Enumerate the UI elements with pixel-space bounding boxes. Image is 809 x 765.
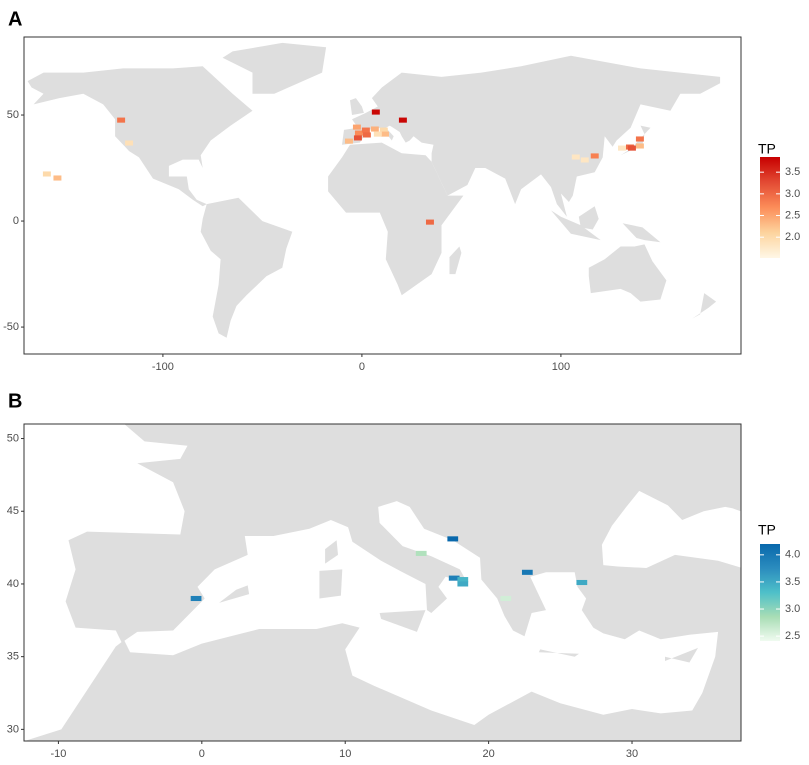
tile (42, 171, 51, 177)
island (219, 585, 250, 603)
land (342, 55, 721, 217)
land (551, 210, 601, 241)
tile (627, 145, 636, 151)
x-tick-label: 30 (626, 748, 638, 760)
x-tick-label: 0 (199, 748, 205, 760)
tile (353, 135, 362, 141)
tile (448, 575, 460, 581)
tile (618, 145, 626, 151)
tile (580, 157, 589, 163)
island (665, 647, 698, 663)
land (328, 142, 464, 296)
sea (24, 424, 188, 741)
y-tick-label: 50 (7, 109, 19, 121)
x-tick-label: 10 (339, 748, 351, 760)
tile (344, 138, 353, 144)
tile (362, 132, 371, 138)
y-tick-label: 50 (7, 432, 19, 444)
tile (447, 536, 459, 542)
x-tick-label: -10 (50, 748, 66, 760)
land (620, 125, 651, 156)
tile (370, 126, 379, 132)
tile (53, 175, 62, 181)
tile (571, 154, 580, 160)
colorbar (760, 157, 780, 258)
tile (379, 127, 388, 133)
land (578, 206, 599, 230)
land (588, 244, 667, 302)
land (27, 66, 253, 207)
legend-title: TP (758, 141, 776, 157)
colorbar-label: 3.0 (785, 188, 800, 200)
island (379, 610, 426, 632)
y-tick-label: 0 (13, 215, 19, 227)
map-panel (24, 37, 741, 354)
sea (601, 490, 741, 568)
land (350, 98, 364, 115)
island (538, 649, 579, 657)
colorbar-label: 3.5 (785, 166, 800, 178)
tile (635, 143, 644, 149)
tile (117, 117, 126, 123)
tile (590, 153, 599, 159)
colorbar-label: 2.0 (785, 231, 800, 243)
tile (371, 109, 380, 115)
panel-label: B (8, 390, 22, 412)
map-panel (24, 424, 741, 741)
tile (125, 140, 134, 146)
panel-border (23, 36, 742, 355)
island (325, 540, 338, 564)
tile (635, 136, 644, 142)
island (319, 569, 343, 599)
land (692, 293, 717, 319)
y-tick-label: 40 (7, 578, 19, 590)
colorbar-label: 3.5 (785, 576, 800, 588)
y-tick-label: 35 (7, 651, 19, 663)
tile (500, 595, 512, 602)
x-tick-label: 0 (359, 361, 365, 373)
tile (354, 130, 363, 136)
tile (361, 127, 370, 133)
tile (398, 117, 407, 123)
tile (415, 550, 427, 556)
panel-border (23, 423, 742, 742)
tile (457, 581, 469, 587)
land (222, 42, 327, 94)
colorbar-label: 3.0 (785, 603, 800, 615)
land (449, 246, 462, 275)
colorbar (760, 544, 780, 641)
x-tick-label: -100 (152, 361, 174, 373)
x-tick-label: 20 (482, 748, 494, 760)
legend-title: TP (758, 522, 776, 538)
panel-label: A (8, 8, 22, 30)
tile (521, 569, 533, 575)
tile (352, 124, 361, 130)
colorbar-label: 2.5 (785, 209, 800, 221)
tile (190, 595, 202, 602)
tile (425, 219, 434, 225)
land (200, 197, 293, 338)
y-tick-label: -50 (3, 321, 19, 333)
x-tick-label: 100 (552, 361, 570, 373)
tile (576, 579, 588, 586)
land (622, 223, 661, 243)
y-tick-label: 45 (7, 505, 19, 517)
y-tick-label: 30 (7, 723, 19, 735)
tile (381, 131, 389, 137)
colorbar-label: 2.5 (785, 630, 800, 642)
colorbar-label: 4.0 (785, 549, 800, 561)
tile (457, 577, 469, 583)
tile (373, 131, 382, 137)
